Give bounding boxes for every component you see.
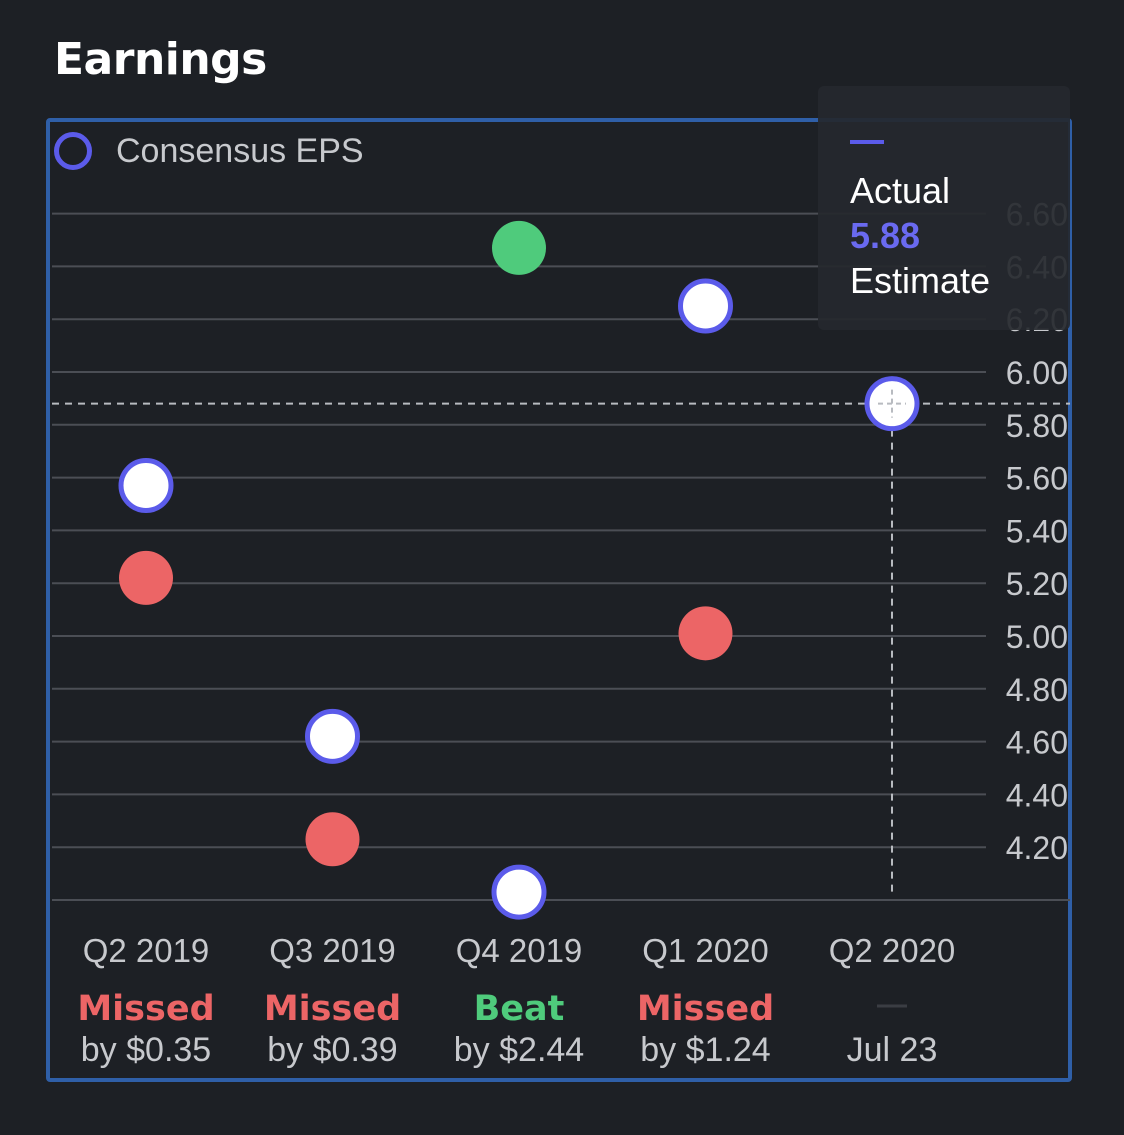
x-tick-label: Q1 2020 bbox=[642, 932, 769, 969]
y-tick-label: 4.60 bbox=[1006, 725, 1068, 761]
y-tick-label: 6.00 bbox=[1006, 355, 1068, 391]
y-tick-label: 5.40 bbox=[1006, 513, 1068, 549]
result-detail-label: by $0.39 bbox=[267, 1031, 397, 1069]
y-tick-label: 5.60 bbox=[1006, 461, 1068, 497]
result-detail-label: by $1.24 bbox=[640, 1031, 770, 1069]
chart-tooltip: Actual 5.88 Estimate bbox=[818, 86, 1070, 330]
result-detail-label: Jul 23 bbox=[847, 1031, 938, 1069]
result-detail-label: by $2.44 bbox=[454, 1031, 584, 1069]
estimate-eps-point[interactable] bbox=[305, 708, 360, 764]
actual-eps-point[interactable] bbox=[678, 606, 733, 661]
x-tick-label: Q2 2020 bbox=[829, 932, 956, 969]
estimate-eps-point[interactable] bbox=[118, 458, 174, 514]
consensus-ring-icon bbox=[54, 132, 92, 170]
result-detail-label: by $0.35 bbox=[81, 1031, 211, 1069]
result-status-label: Missed bbox=[264, 989, 401, 1029]
earnings-chart-card bbox=[46, 118, 1072, 1082]
actual-eps-point[interactable] bbox=[305, 812, 360, 867]
x-tick-label: Q2 2019 bbox=[83, 932, 210, 969]
result-status-label: Missed bbox=[637, 989, 774, 1029]
y-tick-label: 5.80 bbox=[1006, 408, 1068, 444]
y-tick-label: 5.00 bbox=[1006, 619, 1068, 655]
legend-label: Consensus EPS bbox=[116, 131, 364, 170]
page-title: Earnings bbox=[54, 34, 267, 85]
estimate-eps-point[interactable] bbox=[678, 278, 733, 334]
series-dash-icon bbox=[850, 140, 884, 144]
y-tick-label: 4.80 bbox=[1006, 672, 1068, 708]
result-status-label: Beat bbox=[474, 989, 565, 1029]
legend: Consensus EPS bbox=[54, 128, 364, 174]
tooltip-estimate-label: Estimate bbox=[850, 260, 991, 301]
result-status-label: Missed bbox=[77, 989, 214, 1029]
y-tick-label: 4.20 bbox=[1006, 830, 1068, 866]
tooltip-value: 5.88 bbox=[850, 215, 921, 256]
tooltip-actual-label: Actual bbox=[850, 170, 951, 211]
y-tick-label: 5.20 bbox=[1006, 566, 1068, 602]
estimate-eps-point[interactable] bbox=[491, 864, 547, 920]
x-tick-label: Q4 2019 bbox=[456, 932, 583, 969]
y-tick-label: 4.40 bbox=[1006, 777, 1068, 813]
x-tick-label: Q3 2019 bbox=[269, 932, 396, 969]
actual-eps-point[interactable] bbox=[119, 550, 173, 605]
actual-eps-point[interactable] bbox=[492, 220, 546, 275]
